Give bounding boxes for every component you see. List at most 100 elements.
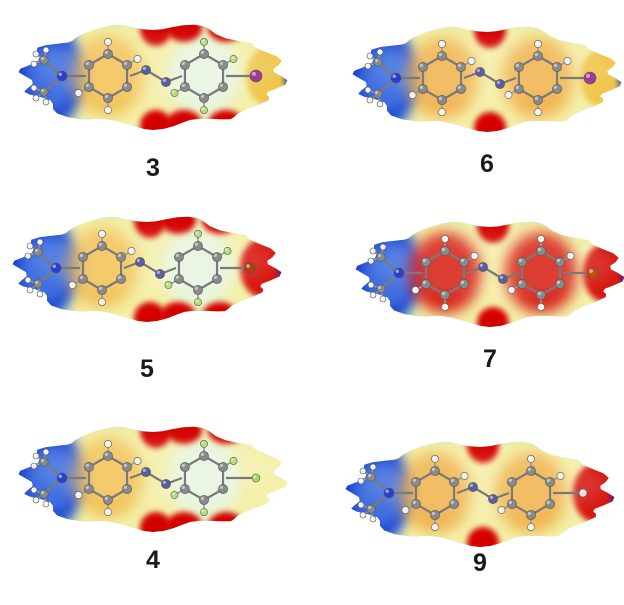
- hydrogen-atom: [364, 62, 372, 70]
- hydrogen-atom: [133, 55, 142, 63]
- hydrogen-atom: [431, 455, 439, 463]
- hydrogen-atom: [42, 448, 50, 456]
- carbon-atom: [430, 466, 440, 476]
- hydrogen-atom: [470, 252, 479, 260]
- hydrogen-atom: [537, 235, 545, 243]
- hydrogen-atom: [357, 501, 365, 509]
- hydrogen-atom: [30, 462, 38, 470]
- esp-surface-7: [355, 221, 624, 327]
- carbon-atom: [199, 49, 209, 59]
- hydrogen-atom: [556, 472, 565, 480]
- esp-surface-6: [352, 26, 622, 132]
- carbon-atom: [430, 510, 440, 520]
- ball-and-stick-model: [357, 455, 588, 531]
- fluorine-atom: [251, 473, 261, 483]
- hydrogen-atom: [438, 40, 446, 48]
- carbon-atom: [533, 95, 543, 105]
- hydrogen-atom: [366, 96, 374, 104]
- azo-nitrogen-atom: [498, 274, 508, 284]
- fluorine-atom: [200, 38, 208, 46]
- hydrogen-atom: [26, 286, 34, 294]
- carbon-atom: [199, 495, 209, 505]
- compound-label-6: 6: [480, 150, 494, 178]
- ball-and-stick-model: [30, 440, 261, 516]
- nitrogen-atom: [50, 262, 62, 274]
- carbon-atom: [180, 484, 190, 494]
- carbon-atom: [373, 89, 383, 99]
- carbon-atom: [514, 84, 524, 94]
- hydrogen-atom: [441, 235, 449, 243]
- carbon-atom: [193, 285, 203, 295]
- hydrogen-atom: [367, 257, 375, 265]
- carbon-atom: [449, 477, 459, 487]
- hydrogen-atom: [379, 295, 387, 303]
- azo-nitrogen-atom: [141, 65, 151, 75]
- hydrogen-atom: [32, 50, 40, 58]
- carbon-atom: [122, 484, 132, 494]
- carbon-atom: [507, 499, 517, 509]
- carbon-atom: [437, 51, 447, 61]
- esp-surface-9: [345, 441, 615, 547]
- hydrogen-atom: [460, 472, 469, 480]
- fluorine-atom: [170, 89, 179, 97]
- carbon-atom: [456, 62, 466, 72]
- nitrogen-atom: [56, 472, 68, 484]
- hydrogen-atom: [408, 91, 417, 99]
- carbon-atom: [103, 495, 113, 505]
- hydrogen-atom: [359, 511, 367, 519]
- carbon-atom: [84, 484, 94, 494]
- molecule-panel-9: 9: [335, 425, 624, 605]
- hydrogen-atom: [32, 496, 40, 504]
- carbon-atom: [411, 477, 421, 487]
- carbon-atom: [103, 451, 113, 461]
- carbon-atom: [517, 279, 527, 289]
- hydrogen-atom: [379, 243, 387, 251]
- carbon-atom: [180, 82, 190, 92]
- fluorine-atom: [194, 230, 202, 238]
- carbon-atom: [545, 499, 555, 509]
- hydrogen-atom: [24, 252, 32, 260]
- carbon-atom: [526, 510, 536, 520]
- carbon-atom: [373, 57, 383, 67]
- hydrogen-atom: [26, 242, 34, 250]
- hydrogen-atom: [36, 238, 44, 246]
- hydrogen-atom: [369, 463, 377, 471]
- hydrogen-atom: [42, 46, 50, 54]
- carbon-atom: [514, 62, 524, 72]
- carbon-atom: [366, 504, 376, 514]
- esp-surface-5: [12, 216, 282, 322]
- carbon-atom: [459, 257, 469, 267]
- carbon-atom: [78, 252, 88, 262]
- hydrogen-atom: [367, 281, 375, 289]
- carbon-atom: [39, 457, 49, 467]
- hydrogen-atom: [467, 57, 476, 65]
- azo-nitrogen-atom: [495, 79, 505, 89]
- hydrogen-atom: [504, 91, 513, 99]
- carbon-atom: [174, 274, 184, 284]
- nitrogen-atom: [56, 70, 68, 82]
- fluorine-atom: [200, 440, 208, 448]
- hydrogen-atom: [98, 230, 106, 238]
- compound-label-9: 9: [473, 549, 487, 577]
- carbon-atom: [84, 60, 94, 70]
- hydrogen-atom: [534, 108, 542, 116]
- hydrogen-atom: [431, 523, 439, 531]
- azo-nitrogen-atom: [135, 257, 145, 267]
- azo-nitrogen-atom: [161, 77, 171, 87]
- hydrogen-atom: [42, 98, 50, 106]
- hydrogen-atom: [30, 486, 38, 494]
- fluorine-atom: [229, 55, 238, 63]
- carbon-atom: [116, 252, 126, 262]
- carbon-atom: [218, 82, 228, 92]
- carbon-atom: [555, 257, 565, 267]
- hydrogen-atom: [534, 40, 542, 48]
- carbon-atom: [193, 241, 203, 251]
- ball-and-stick-model: [364, 40, 597, 116]
- hydrogen-atom: [30, 84, 38, 92]
- carbon-atom: [103, 93, 113, 103]
- hydrogen-atom: [369, 515, 377, 523]
- carbon-atom: [536, 290, 546, 300]
- esp-surface-4: [18, 426, 288, 532]
- hydrogen-atom: [104, 106, 112, 114]
- carbon-atom: [122, 82, 132, 92]
